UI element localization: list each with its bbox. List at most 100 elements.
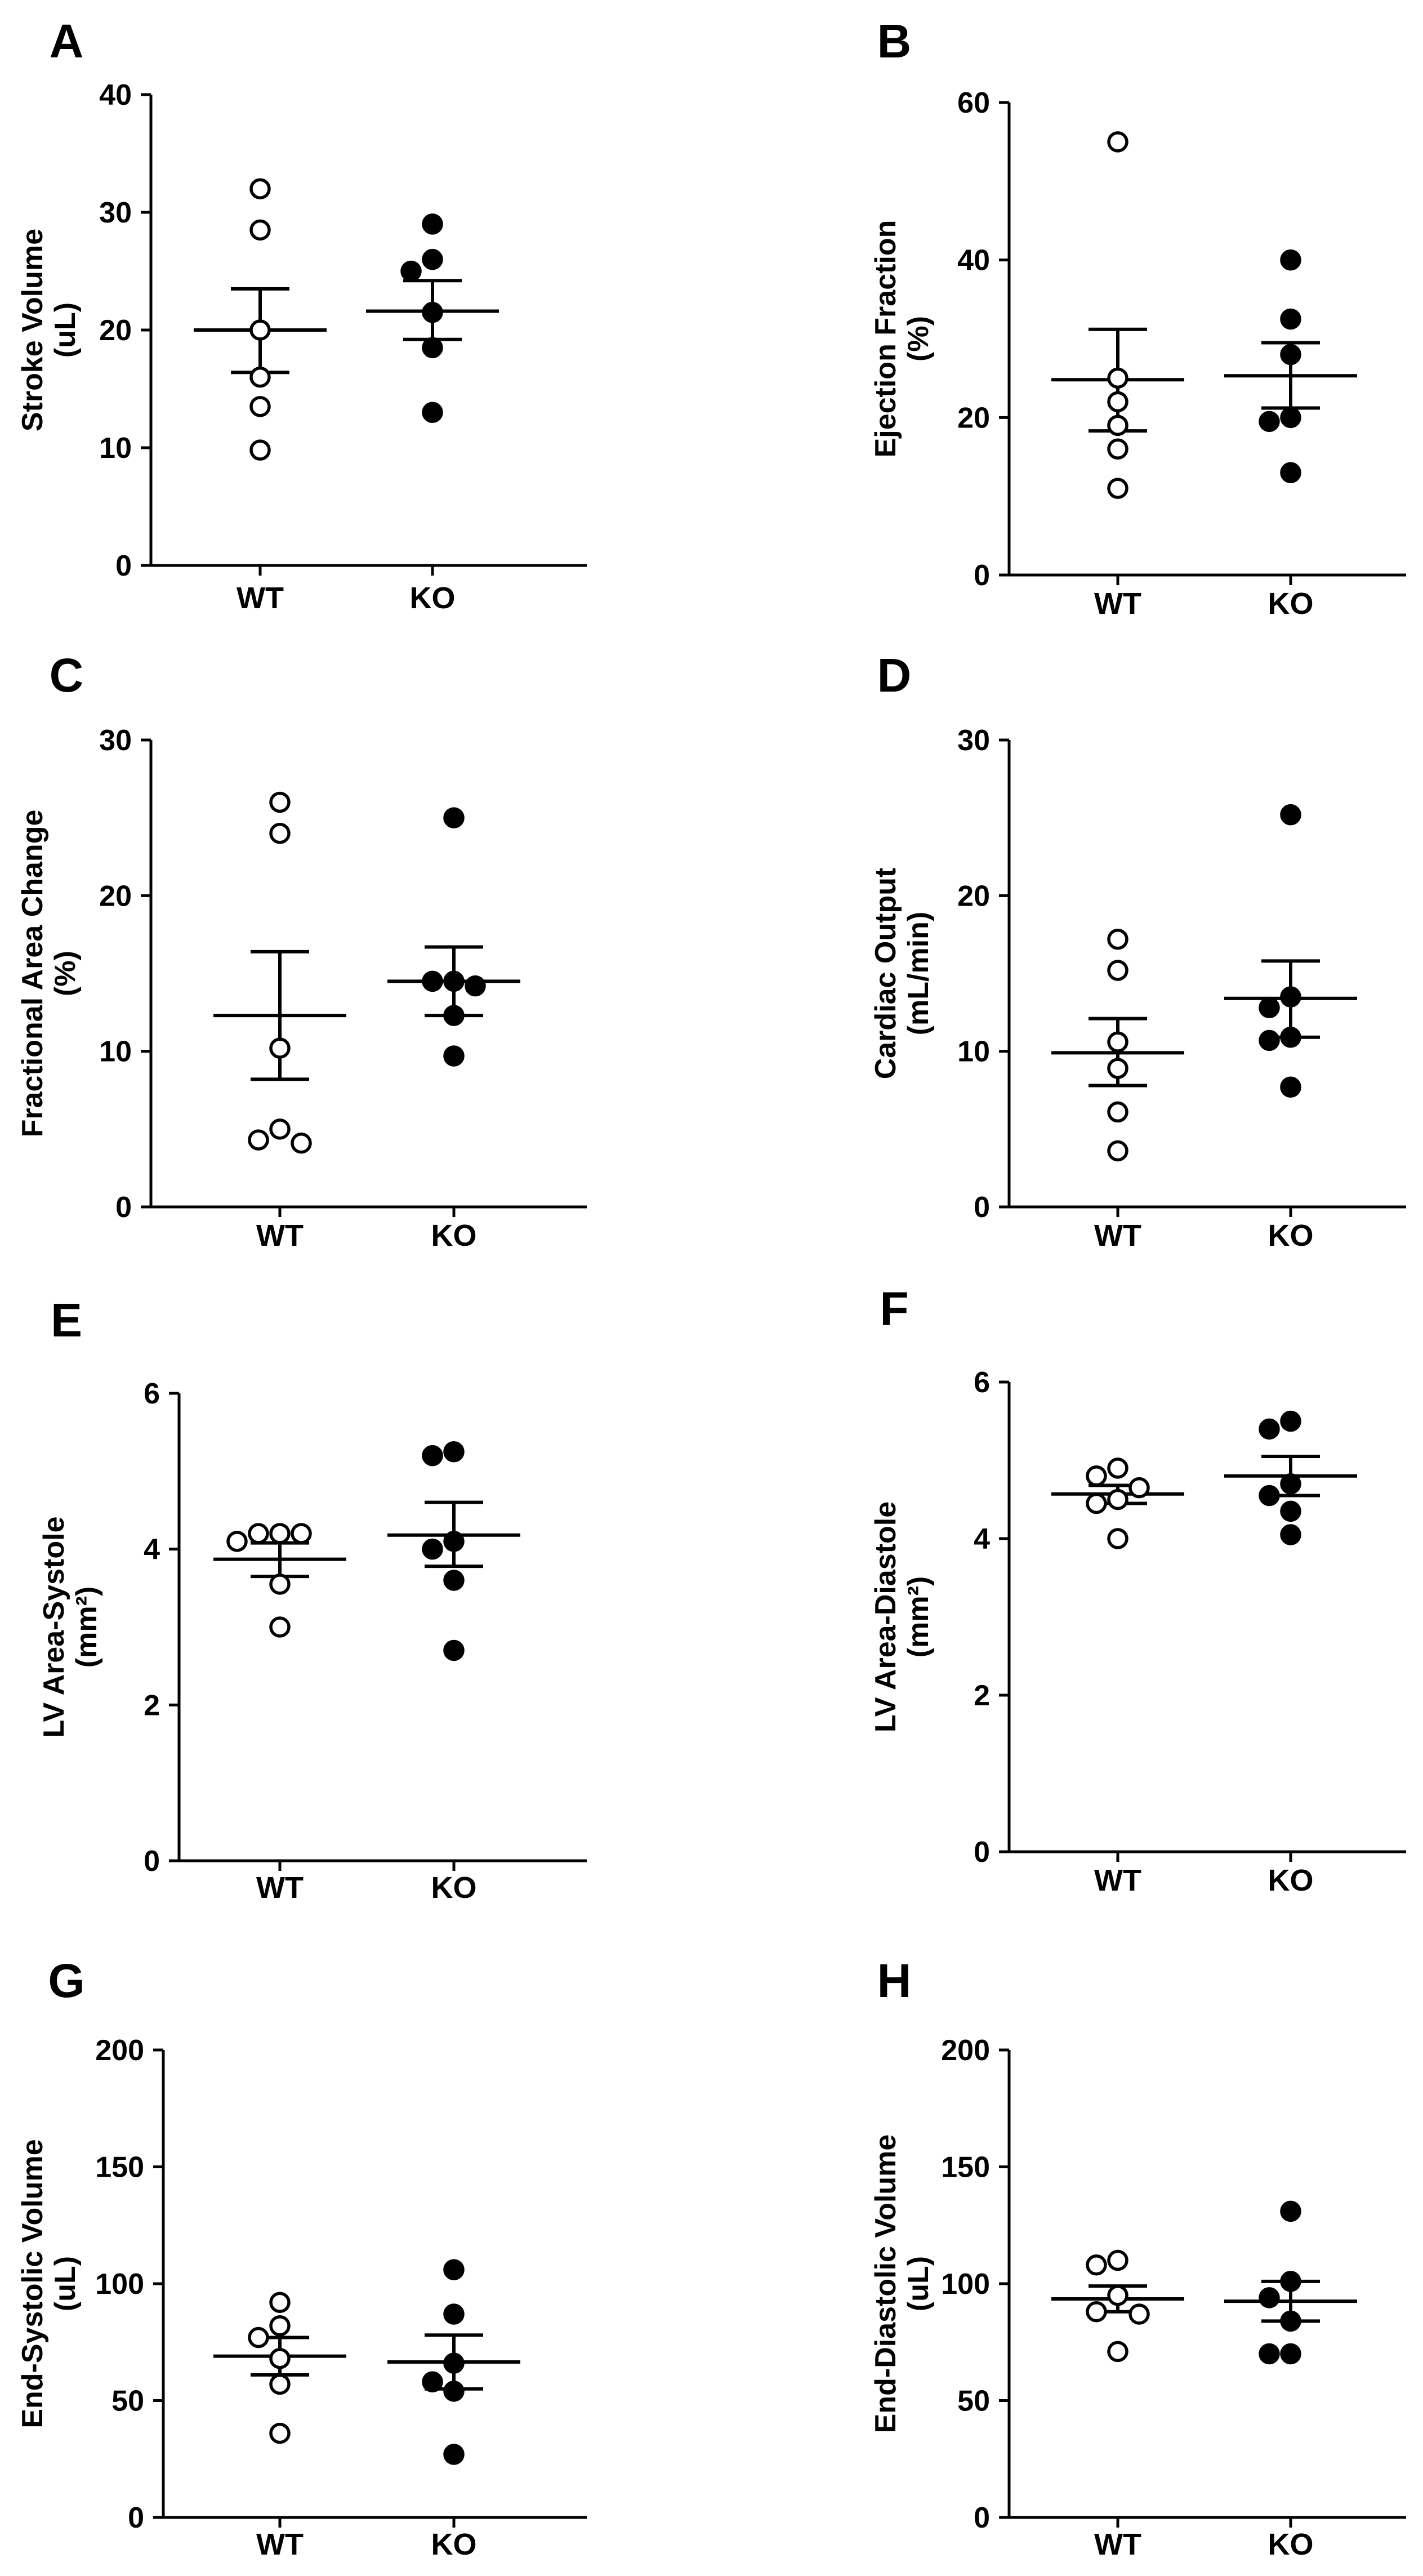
y-axis-label-line: Stroke Volume — [16, 229, 49, 431]
data-point — [1128, 1477, 1150, 1499]
y-tick-label: 6 — [144, 1378, 160, 1410]
y-tick-label: 150 — [941, 2151, 990, 2184]
data-point — [1280, 804, 1301, 826]
x-category-label: KO — [1268, 2528, 1314, 2561]
panel-letter: A — [50, 15, 84, 68]
data-point — [443, 1570, 465, 1591]
data-point — [249, 366, 271, 388]
y-tick-label: 40 — [99, 79, 132, 112]
x-category-label: KO — [1268, 587, 1314, 621]
data-point — [422, 970, 443, 992]
data-point — [400, 260, 422, 282]
y-axis-label-line: (mm²) — [902, 1576, 935, 1657]
data-point — [443, 2352, 465, 2374]
y-tick-label: 30 — [99, 724, 132, 757]
y-axis-label-line: End-Systolic Volume — [16, 2139, 49, 2428]
x-category-label: KO — [410, 581, 456, 615]
data-point — [422, 1538, 443, 1560]
x-category-label: WT — [256, 1219, 304, 1253]
data-point — [1280, 1027, 1301, 1048]
panel-letter: B — [877, 15, 912, 68]
panel-G: G 0 50 100 150 200 WT KO End-Systolic Volume(uL) — [16, 1954, 587, 2561]
data-point — [269, 1118, 291, 1140]
y-tick-label: 10 — [99, 432, 132, 465]
data-point — [422, 248, 443, 270]
series-WT — [1051, 131, 1184, 499]
y-axis-label-line: Cardiac Output — [869, 868, 902, 1080]
y-tick-label: 2 — [974, 1679, 990, 1712]
data-point — [1280, 344, 1301, 366]
x-category-label: KO — [431, 1871, 477, 1905]
y-tick-label: 0 — [115, 550, 132, 582]
data-point — [269, 823, 291, 844]
data-point — [249, 219, 271, 241]
y-tick-label: 0 — [115, 1191, 132, 1224]
data-point — [269, 2315, 291, 2337]
y-axis-label: End-Systolic Volume(uL) — [16, 2139, 82, 2428]
data-point — [291, 1523, 312, 1544]
y-axis-label-line: Ejection Fraction — [869, 220, 902, 458]
x-category-label: WT — [1094, 1864, 1141, 1897]
data-point — [269, 1037, 291, 1059]
data-point — [422, 402, 443, 424]
data-point — [1280, 249, 1301, 271]
y-axis-label-line: (mL/min) — [902, 912, 935, 1036]
data-point — [291, 1132, 312, 1154]
y-axis-label-line: Fractional Area Change — [16, 810, 49, 1138]
data-point — [422, 2371, 443, 2393]
data-point — [1259, 411, 1280, 433]
y-tick-label: 200 — [95, 2034, 144, 2067]
series-KO — [366, 213, 499, 424]
y-tick-label: 20 — [957, 880, 990, 912]
panel-letter: G — [48, 1954, 84, 2007]
series-KO — [1224, 249, 1357, 483]
data-point — [248, 1523, 269, 1544]
data-point — [1107, 391, 1128, 413]
data-point — [1107, 1528, 1128, 1549]
data-point — [1107, 1458, 1128, 1479]
data-point — [443, 2303, 465, 2325]
series-KO — [1224, 1410, 1357, 1545]
data-point — [248, 2327, 269, 2348]
data-point — [1259, 1485, 1280, 1507]
x-category-label: WT — [256, 2528, 304, 2561]
panel-A: A 0 10 20 30 40 WT KO Stroke Volume(uL) — [16, 15, 587, 615]
data-point — [1107, 131, 1128, 153]
y-tick-label: 0 — [974, 2502, 990, 2534]
series-WT — [213, 1523, 346, 1638]
y-axis-label-line: (mm²) — [70, 1586, 103, 1668]
x-category-label: KO — [1268, 1864, 1314, 1897]
data-point — [1107, 438, 1128, 460]
y-tick-label: 200 — [941, 2034, 990, 2067]
y-tick-label: 0 — [128, 2502, 144, 2534]
x-category-label: KO — [1268, 1219, 1314, 1253]
data-point — [1259, 2343, 1280, 2365]
y-tick-label: 20 — [99, 314, 132, 347]
y-tick-label: 6 — [974, 1366, 990, 1399]
y-axis-label: Ejection Fraction(%) — [869, 220, 935, 458]
series-WT — [1051, 928, 1184, 1162]
y-axis-label: Fractional Area Change(%) — [16, 810, 82, 1138]
series-KO — [387, 2259, 520, 2465]
series-KO — [387, 807, 520, 1067]
x-category-label: KO — [431, 1219, 477, 1253]
data-point — [1086, 1492, 1107, 1514]
series-WT — [1051, 2249, 1184, 2363]
data-point — [1086, 2254, 1107, 2276]
y-tick-label: 0 — [144, 1845, 160, 1878]
y-axis-label: LV Area-Diastole(mm²) — [869, 1501, 935, 1732]
data-point — [1259, 997, 1280, 1019]
data-point — [269, 2422, 291, 2444]
data-point — [443, 1531, 465, 1552]
data-point — [443, 1045, 465, 1067]
data-point — [249, 396, 271, 417]
data-point — [1107, 2285, 1128, 2306]
data-point — [443, 970, 465, 992]
y-tick-label: 30 — [99, 197, 132, 229]
y-tick-label: 50 — [957, 2385, 990, 2418]
data-point — [1107, 928, 1128, 950]
data-point — [1280, 462, 1301, 483]
data-point — [1128, 2303, 1150, 2325]
series-WT — [213, 2292, 346, 2444]
